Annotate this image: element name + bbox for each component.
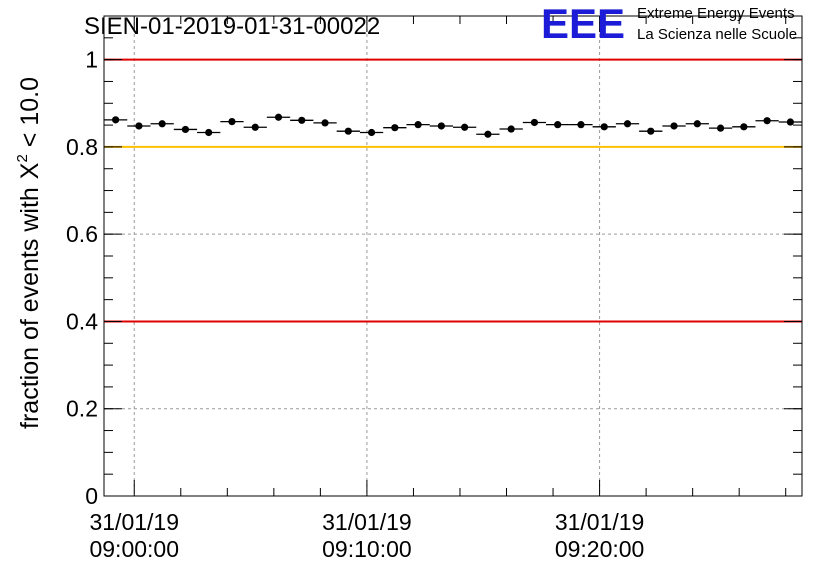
data-point [600,123,608,131]
data-point [367,128,376,137]
data-point [251,123,259,131]
data-point [763,117,771,125]
data-point [740,123,748,131]
data-point [321,119,329,127]
axis-ticks [104,15,802,497]
data-point [577,121,585,129]
chart-title: SIEN-01-2019-01-31-00022 [84,13,380,40]
data-point [484,130,492,138]
y-tick-label: 0.6 [66,221,98,247]
data-point [786,118,794,126]
data-point [554,121,562,129]
data-point [205,128,213,137]
y-axis-label-suffix: < 10.0 [16,77,44,154]
data-point [647,127,655,135]
x-tick-label-date: 31/01/19 [89,509,179,535]
y-axis-label: fraction of events with X2 < 10.0 [14,77,44,429]
plot-frame [103,15,803,497]
reference-lines [104,58,802,323]
x-tick-label-time: 09:10:00 [322,536,412,562]
data-point [274,113,283,121]
y-axis-label-text: fraction of events with [16,187,44,429]
data-point [670,122,678,130]
data-point [228,118,236,126]
logo-line-1: Extreme Energy Events [637,5,795,22]
x-tick-label-time: 09:20:00 [555,536,645,562]
data-point [298,116,306,124]
data-point [158,120,166,128]
data-point [437,122,445,130]
logo-letters: EEE [541,0,625,47]
grid [104,16,802,496]
logo-line-2: La Scienza nelle Scuole [637,26,797,43]
data-point [693,120,701,128]
y-axis-label-chi-symbol: X [16,162,44,179]
data-point [112,116,120,124]
data-point [344,127,352,135]
data-point [507,125,515,133]
data-point [461,123,469,131]
x-tick-label-date: 31/01/19 [322,509,412,535]
tick-labels: 00.20.40.60.8131/01/1909:00:0031/01/1909… [66,47,644,562]
x-tick-label-date: 31/01/19 [555,509,645,535]
data-point [623,120,632,128]
eee-logo: EEE Extreme Energy Events La Scienza nel… [541,0,797,47]
y-tick-label: 0.2 [66,396,98,422]
data-series [104,113,802,138]
x-tick-label-time: 09:00:00 [89,536,179,562]
data-point [414,121,422,129]
y-tick-label: 1 [85,47,98,73]
data-point [716,124,725,132]
data-point [135,122,143,130]
data-point [530,118,539,127]
data-point [391,124,399,132]
y-tick-label: 0 [85,483,98,509]
y-axis-label-superscript: 2 [14,154,31,162]
y-tick-label: 0.4 [66,308,98,334]
y-tick-label: 0.8 [66,134,98,160]
data-point [181,125,190,134]
